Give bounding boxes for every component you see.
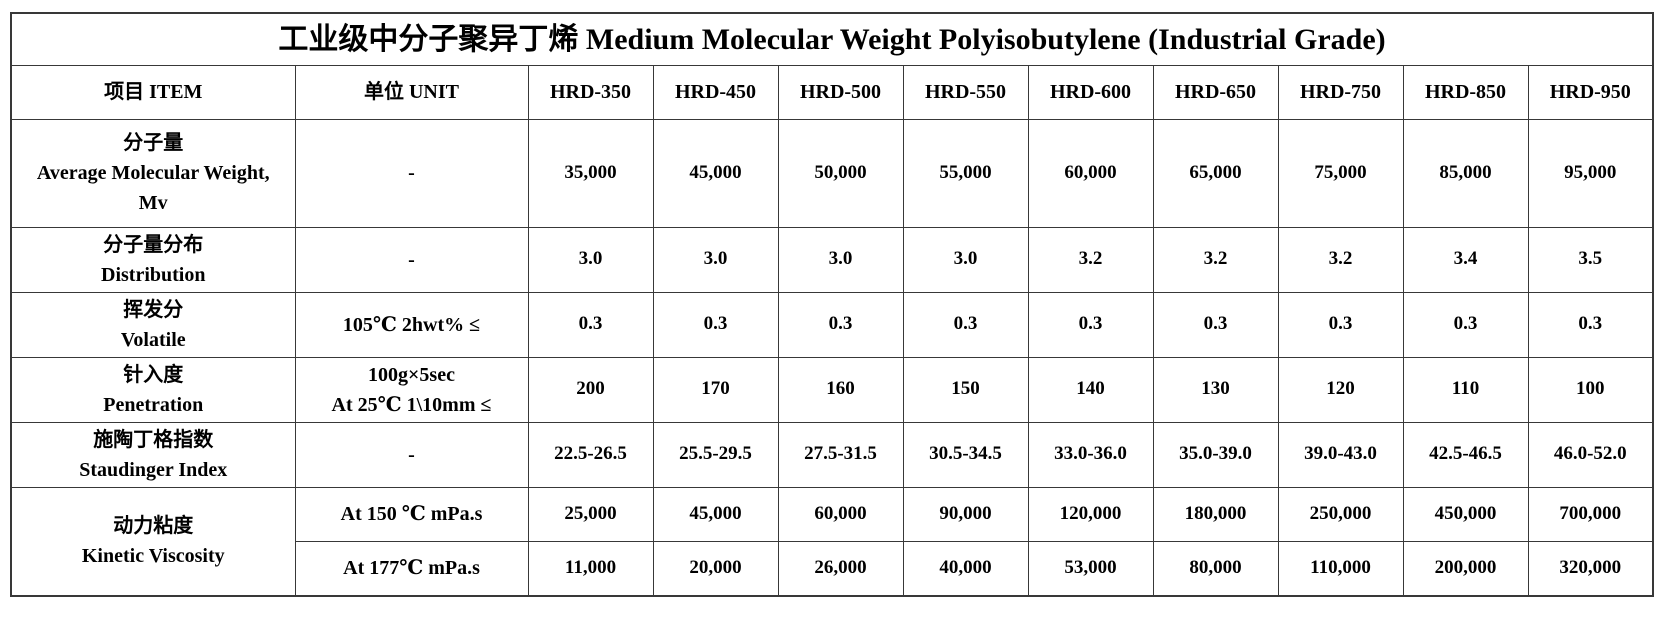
cell-value: 140 <box>1027 356 1154 423</box>
cell-value: 60,000 <box>1027 118 1154 228</box>
cell-value: 3.4 <box>1402 226 1529 293</box>
cell-value: 150 <box>902 356 1029 423</box>
cell-value: 95,000 <box>1527 118 1654 228</box>
cell-value: 25.5-29.5 <box>652 421 779 488</box>
row-item-label: 施陶丁格指数 Staudinger Index <box>10 421 296 488</box>
cell-value: 450,000 <box>1402 486 1529 542</box>
cell-value: 180,000 <box>1152 486 1279 542</box>
cell-value: 26,000 <box>777 540 904 597</box>
cell-value: 250,000 <box>1277 486 1404 542</box>
cell-value: 90,000 <box>902 486 1029 542</box>
col-header-grade-hrd-450: HRD-450 <box>652 64 779 120</box>
cell-value: 60,000 <box>777 486 904 542</box>
cell-value: 200 <box>527 356 654 423</box>
cell-value: 53,000 <box>1027 540 1154 597</box>
cell-value: 11,000 <box>527 540 654 597</box>
row-unit: At 177℃ mPa.s <box>294 540 529 597</box>
cell-value: 55,000 <box>902 118 1029 228</box>
cell-value: 110,000 <box>1277 540 1404 597</box>
table-row-distribution: 分子量分布 Distribution - 3.0 3.0 3.0 3.0 3.2… <box>10 226 1654 293</box>
cell-value: 120,000 <box>1027 486 1154 542</box>
cell-value: 50,000 <box>777 118 904 228</box>
row-unit: 105℃ 2hwt% ≤ <box>294 291 529 358</box>
cell-value: 45,000 <box>652 118 779 228</box>
cell-value: 0.3 <box>1277 291 1404 358</box>
spec-table: 工业级中分子聚异丁烯 Medium Molecular Weight Polyi… <box>10 12 1655 597</box>
row-unit: At 150 ℃ mPa.s <box>294 486 529 542</box>
row-item-label: 分子量分布 Distribution <box>10 226 296 293</box>
col-header-grade-hrd-650: HRD-650 <box>1152 64 1279 120</box>
table-row-penetration: 针入度 Penetration 100g×5sec At 25℃ 1\10mm … <box>10 356 1654 423</box>
cell-value: 80,000 <box>1152 540 1279 597</box>
col-header-grade-hrd-600: HRD-600 <box>1027 64 1154 120</box>
cell-value: 35,000 <box>527 118 654 228</box>
cell-value: 75,000 <box>1277 118 1404 228</box>
table-row-molecular-weight: 分子量 Average Molecular Weight, Mv - 35,00… <box>10 118 1654 228</box>
cell-value: 160 <box>777 356 904 423</box>
cell-value: 3.0 <box>652 226 779 293</box>
cell-value: 40,000 <box>902 540 1029 597</box>
cell-value: 3.0 <box>777 226 904 293</box>
row-item-label: 针入度 Penetration <box>10 356 296 423</box>
cell-value: 0.3 <box>652 291 779 358</box>
cell-value: 130 <box>1152 356 1279 423</box>
cell-value: 0.3 <box>902 291 1029 358</box>
col-header-grade-hrd-500: HRD-500 <box>777 64 904 120</box>
cell-value: 33.0-36.0 <box>1027 421 1154 488</box>
cell-value: 0.3 <box>1152 291 1279 358</box>
cell-value: 3.2 <box>1152 226 1279 293</box>
cell-value: 39.0-43.0 <box>1277 421 1404 488</box>
cell-value: 700,000 <box>1527 486 1654 542</box>
col-header-grade-hrd-550: HRD-550 <box>902 64 1029 120</box>
cell-value: 3.2 <box>1027 226 1154 293</box>
col-header-unit: 单位 UNIT <box>294 64 529 120</box>
cell-value: 35.0-39.0 <box>1152 421 1279 488</box>
table-row-staudinger-index: 施陶丁格指数 Staudinger Index - 22.5-26.5 25.5… <box>10 421 1654 488</box>
col-header-grade-hrd-350: HRD-350 <box>527 64 654 120</box>
cell-value: 85,000 <box>1402 118 1529 228</box>
cell-value: 3.2 <box>1277 226 1404 293</box>
cell-value: 42.5-46.5 <box>1402 421 1529 488</box>
row-item-label: 挥发分 Volatile <box>10 291 296 358</box>
cell-value: 25,000 <box>527 486 654 542</box>
cell-value: 3.5 <box>1527 226 1654 293</box>
cell-value: 170 <box>652 356 779 423</box>
cell-value: 3.0 <box>527 226 654 293</box>
row-item-label: 动力粘度 Kinetic Viscosity <box>10 486 296 597</box>
row-unit: - <box>294 118 529 228</box>
cell-value: 45,000 <box>652 486 779 542</box>
header-row: 项目 ITEM 单位 UNIT HRD-350 HRD-450 HRD-500 … <box>10 64 1654 120</box>
cell-value: 22.5-26.5 <box>527 421 654 488</box>
cell-value: 120 <box>1277 356 1404 423</box>
table-title: 工业级中分子聚异丁烯 Medium Molecular Weight Polyi… <box>10 12 1654 66</box>
cell-value: 0.3 <box>777 291 904 358</box>
cell-value: 0.3 <box>1027 291 1154 358</box>
cell-value: 46.0-52.0 <box>1527 421 1654 488</box>
col-header-grade-hrd-750: HRD-750 <box>1277 64 1404 120</box>
col-header-item: 项目 ITEM <box>10 64 296 120</box>
table-row-kinetic-viscosity-150: 动力粘度 Kinetic Viscosity At 150 ℃ mPa.s 25… <box>10 486 1654 597</box>
cell-value: 110 <box>1402 356 1529 423</box>
title-row: 工业级中分子聚异丁烯 Medium Molecular Weight Polyi… <box>10 12 1654 66</box>
col-header-grade-hrd-850: HRD-850 <box>1402 64 1529 120</box>
row-unit: 100g×5sec At 25℃ 1\10mm ≤ <box>294 356 529 423</box>
cell-value: 0.3 <box>1402 291 1529 358</box>
cell-value: 200,000 <box>1402 540 1529 597</box>
cell-value: 30.5-34.5 <box>902 421 1029 488</box>
row-item-label: 分子量 Average Molecular Weight, Mv <box>10 118 296 228</box>
cell-value: 27.5-31.5 <box>777 421 904 488</box>
cell-value: 3.0 <box>902 226 1029 293</box>
cell-value: 20,000 <box>652 540 779 597</box>
cell-value: 0.3 <box>1527 291 1654 358</box>
col-header-grade-hrd-950: HRD-950 <box>1527 64 1654 120</box>
cell-value: 100 <box>1527 356 1654 423</box>
table-row-volatile: 挥发分 Volatile 105℃ 2hwt% ≤ 0.3 0.3 0.3 0.… <box>10 291 1654 358</box>
cell-value: 320,000 <box>1527 540 1654 597</box>
cell-value: 65,000 <box>1152 118 1279 228</box>
table-row-kinetic-viscosity-177: At 177℃ mPa.s 11,000 20,000 26,000 40,00… <box>11 540 1654 597</box>
cell-value: 0.3 <box>527 291 654 358</box>
row-unit: - <box>294 226 529 293</box>
row-unit: - <box>294 421 529 488</box>
